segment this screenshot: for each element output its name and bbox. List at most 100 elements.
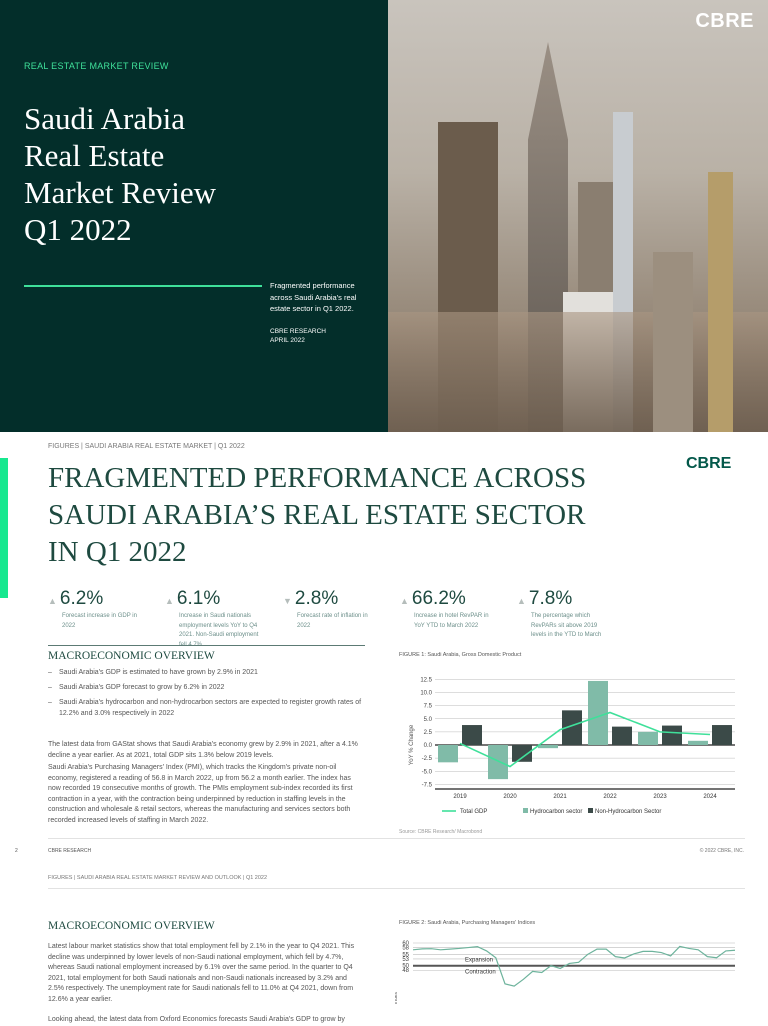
y-axis-label: YoY % Change — [409, 724, 415, 765]
y-tick-label: -2.5 — [422, 756, 433, 762]
breadcrumb: FIGURES | SAUDI ARABIA REAL ESTATE MARKE… — [48, 875, 268, 881]
y-tick-label: -5.0 — [422, 769, 433, 775]
expansion-label: Expansion — [465, 958, 493, 964]
contraction-label: Contraction — [465, 970, 496, 976]
stat-value: 2.8% — [294, 588, 339, 609]
stat-desc: Increase in hotel RevPAR in YoY YTD to M… — [414, 613, 489, 629]
stat-item: ▲ 66.2% Increase in hotel RevPAR in YoY YT… — [400, 588, 510, 631]
y-tick-label: 48 — [402, 968, 409, 974]
legend-swatch — [588, 808, 593, 813]
bar-non-hydrocarbon — [662, 725, 682, 745]
section-title: MACROECONOMIC OVERVIEW — [48, 920, 215, 932]
y-tick-label: -7.5 — [422, 782, 433, 788]
cityscape-photo: CBRE — [388, 0, 768, 432]
y-tick-label: 50 — [402, 964, 409, 970]
stat-desc: Forecast rate of inflation in 2022 — [297, 613, 368, 629]
legend-label: Hydrocarbon sector — [530, 809, 582, 815]
triangle-up-icon: ▲ — [400, 596, 409, 606]
bar-hydrocarbon — [638, 731, 658, 745]
bar-hydrocarbon — [438, 745, 458, 763]
y-tick-label: 53 — [402, 957, 409, 963]
x-tick-label: 2021 — [553, 794, 567, 800]
gdp-chart: 12.5 10.0 7.5 5.0 2.5 0.0 -2.5 -5.0 -7.5 YoY % Ch… — [409, 677, 735, 815]
breadcrumb: FIGURES | SAUDI ARABIA REAL ESTATE MARKE… — [48, 443, 245, 450]
stat-value: 6.2% — [59, 588, 104, 609]
y-tick-label: 55 — [402, 952, 409, 958]
bar-hydrocarbon — [688, 740, 708, 745]
bullet-item: – Saudi Arabia's GDP forecast to grow by … — [48, 684, 225, 691]
bar-hydrocarbon — [488, 745, 508, 780]
heading-line: IN Q1 2022 — [48, 536, 187, 568]
stat-desc: Forecast increase in GDP in 2022 — [62, 613, 137, 629]
paragraph: The latest data from GAStat shows that S… — [48, 741, 358, 759]
divider — [48, 888, 745, 889]
source-note: Source: CBRE Research/ Macrobond — [399, 829, 483, 835]
accent-bar — [0, 458, 8, 598]
pmi-line — [412, 945, 736, 987]
total-gdp-line — [459, 711, 711, 768]
paragraph: Saudi Arabia's Purchasing Managers' Inde… — [48, 764, 353, 824]
divider — [48, 645, 365, 646]
cover-title-line: Q1 2022 — [24, 212, 132, 247]
legend-label: Total GDP — [460, 809, 487, 815]
bullet-text: Saudi Arabia's GDP is estimated to have … — [59, 669, 258, 676]
page-heading: FRAGMENTED PERFORMANCE ACROSS SAUDI ARAB… — [48, 460, 586, 571]
x-tick-label: 2023 — [653, 794, 667, 800]
paragraph: Looking ahead, the latest data from Oxfo… — [48, 1016, 345, 1023]
cover-title-line: Saudi Arabia — [24, 101, 185, 136]
bar-non-hydrocarbon — [462, 725, 482, 745]
y-tick-label: 5.0 — [424, 717, 433, 723]
triangle-down-icon: ▼ — [283, 596, 292, 606]
x-tick-label: 2020 — [503, 794, 517, 800]
legend-swatch — [523, 808, 528, 813]
y-tick-label: 7.5 — [424, 704, 433, 710]
stat-item: ▲ 6.1% Increase in Saudi nationals employm… — [165, 588, 275, 650]
y-tick-label: 60 — [402, 941, 409, 947]
stat-item: ▲ 7.8% The percentage which RevPARs sit ab… — [517, 588, 627, 641]
paragraph: Latest labour market statistics show tha… — [48, 943, 355, 1003]
stat-value: 66.2% — [411, 588, 466, 609]
cbre-logo: CBRE — [695, 10, 754, 32]
y-tick-label: 10.0 — [420, 691, 432, 697]
cover-title-line: Real Estate — [24, 138, 165, 173]
y-axis-label: Index — [395, 991, 399, 1004]
cover-date: APRIL 2022 — [270, 337, 305, 344]
x-tick-label: 2024 — [703, 794, 717, 800]
stat-item: ▼ 2.8% Forecast rate of inflation in 2022 — [283, 588, 393, 631]
stat-value: 7.8% — [528, 588, 573, 609]
bar-hydrocarbon — [588, 680, 608, 745]
bullet-list: – Saudi Arabia's GDP is estimated to have… — [48, 667, 363, 719]
cover-kicker: REAL ESTATE MARKET REVIEW — [24, 61, 169, 71]
stat-desc: Increase in Saudi nationals employment l… — [179, 613, 259, 648]
triangle-up-icon: ▲ — [517, 596, 526, 606]
bar-non-hydrocarbon — [612, 726, 632, 745]
heading-line: FRAGMENTED PERFORMANCE ACROSS — [48, 462, 587, 494]
bullet-item: – Saudi Arabia's GDP is estimated to have… — [48, 669, 258, 676]
bar-non-hydrocarbon — [512, 745, 532, 762]
stat-item: ▲ 6.2% Forecast increase in GDP in 2022 — [48, 588, 158, 631]
footer-right: © 2022 CBRE, INC. — [699, 848, 744, 854]
bullet-text: Saudi Arabia's hydrocarbon and non-hydro… — [59, 699, 362, 717]
bar-non-hydrocarbon — [712, 725, 732, 745]
x-tick-label: 2022 — [603, 794, 617, 800]
figure2-title: FIGURE 2: Saudi Arabia, Purchasing Manag… — [399, 920, 536, 926]
stat-value: 6.1% — [176, 588, 221, 609]
heading-line: SAUDI ARABIA’S REAL ESTATE SECTOR — [48, 499, 586, 531]
bullet-text: Saudi Arabia's GDP forecast to grow by 6… — [59, 684, 225, 691]
stat-desc: The percentage which RevPARs sit above 2… — [531, 613, 602, 638]
bar-non-hydrocarbon — [562, 710, 582, 745]
figure1-title: FIGURE 1: Saudi Arabia, Gross Domestic P… — [399, 652, 522, 658]
cover-title: Saudi Arabia Real Estate Market Review Q… — [24, 100, 216, 248]
divider — [24, 285, 262, 287]
footer-left: CBRE RESEARCH — [48, 848, 92, 854]
cover-research: CBRE RESEARCH — [270, 328, 326, 335]
cover-tagline: Fragmented performance across Saudi Arab… — [270, 281, 357, 313]
cbre-logo-green: CBRE — [686, 455, 732, 472]
y-tick-label: 2.5 — [424, 730, 433, 736]
x-tick-label: 2019 — [453, 794, 467, 800]
bullet-item: – Saudi Arabia's hydrocarbon and non-hydr… — [48, 699, 362, 717]
y-tick-label: 0.0 — [424, 743, 433, 749]
triangle-up-icon: ▲ — [165, 596, 174, 606]
triangle-up-icon: ▲ — [48, 596, 57, 606]
legend-label: Non-Hydrocarbon Sector — [595, 809, 661, 815]
